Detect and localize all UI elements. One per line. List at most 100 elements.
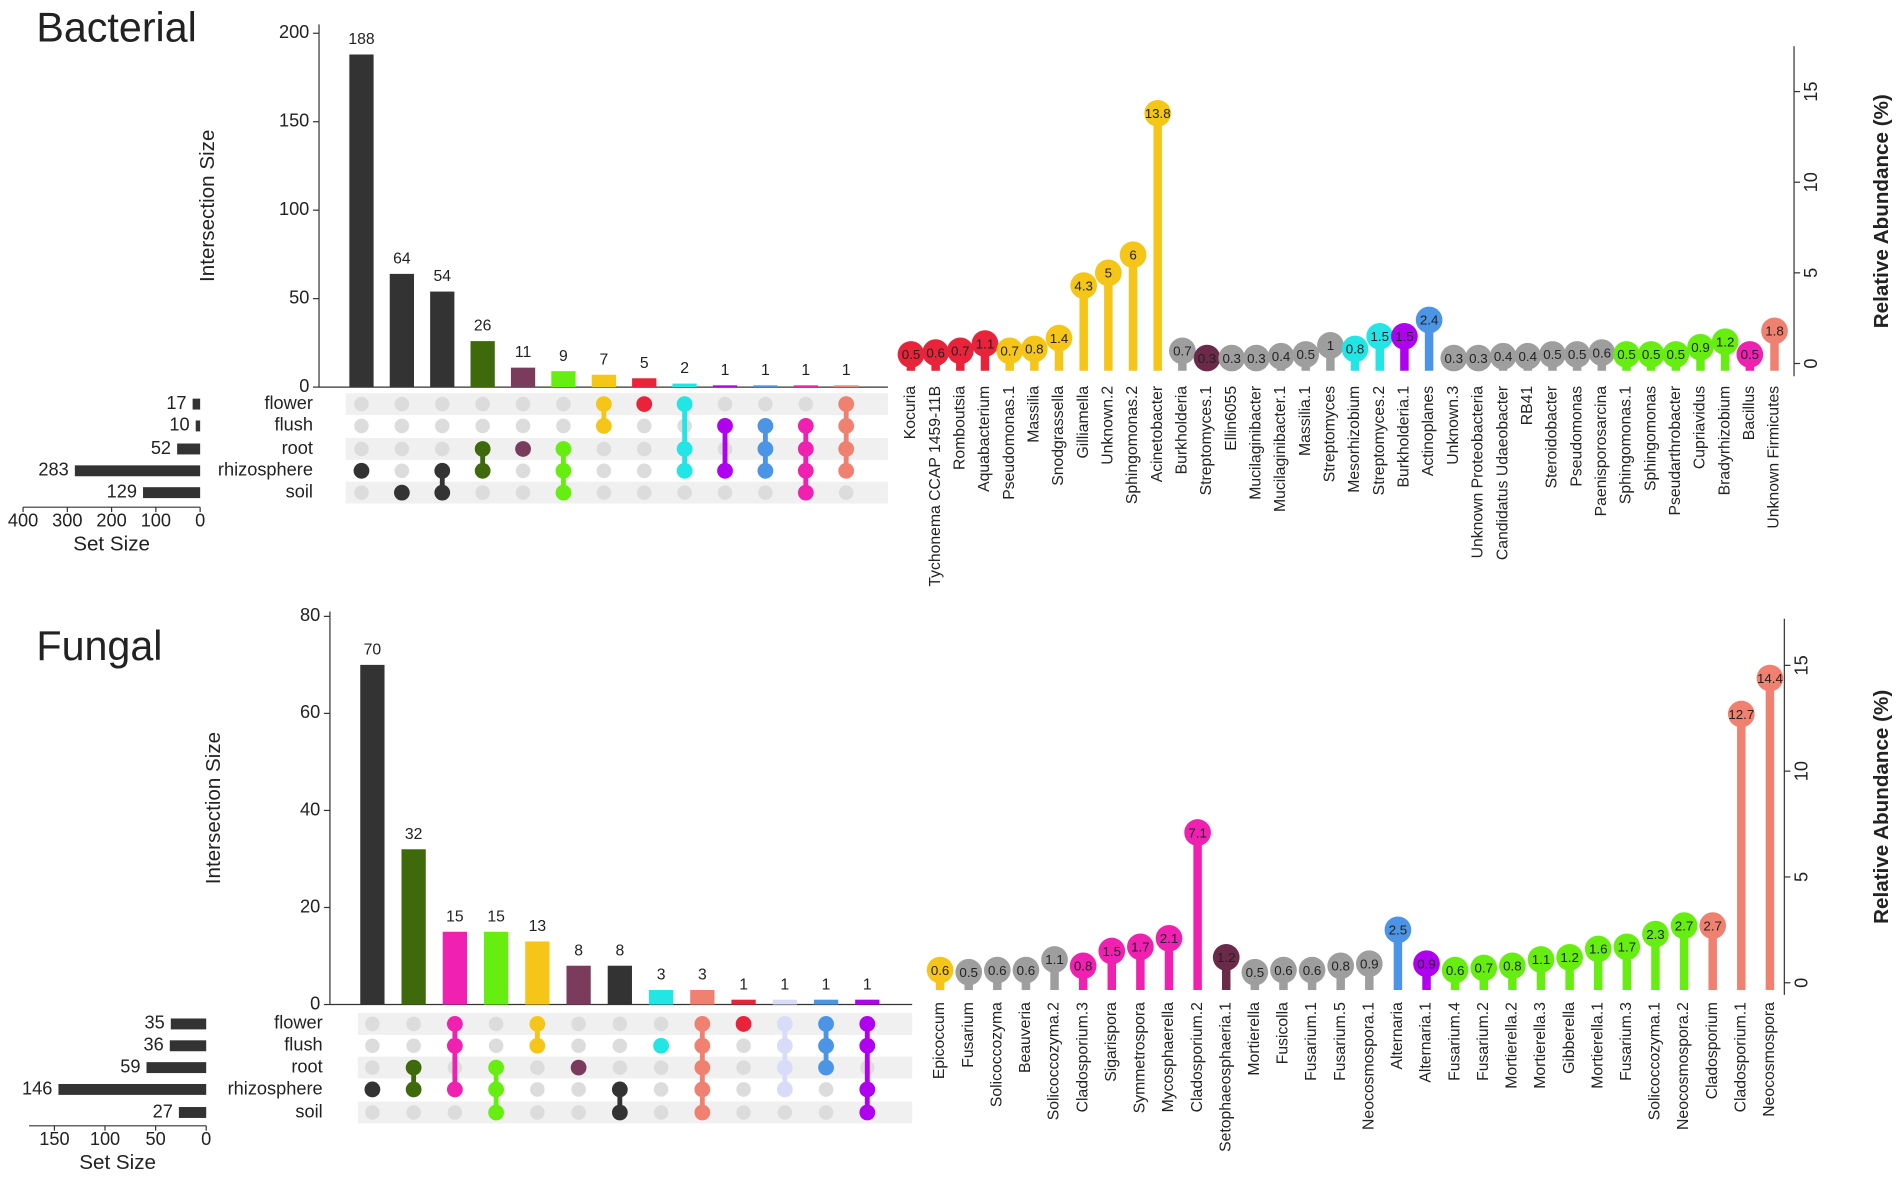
set-size-bar	[178, 1107, 207, 1118]
lollipop-value-label: 0.5	[1568, 347, 1587, 362]
matrix-dot	[570, 1059, 587, 1076]
lollipop-head	[1489, 342, 1517, 370]
set-label: rhizosphere	[228, 1078, 323, 1098]
lollipop-value-label: 0.8	[1025, 342, 1044, 357]
matrix-dot-empty	[434, 441, 450, 457]
lollipop-head	[1499, 952, 1526, 980]
matrix-dot	[838, 418, 855, 434]
lollipop-value-label: 0.3	[1222, 351, 1241, 366]
lollipop-value-label: 0.5	[1741, 347, 1760, 362]
matrix-dot	[555, 462, 572, 479]
bar-value-label: 9	[559, 348, 568, 365]
lollipop-head	[1327, 952, 1355, 980]
lollipop-value-label: 1.5	[1370, 329, 1389, 344]
matrix-dot	[838, 441, 855, 457]
lollipop-value-label: 0.3	[1469, 351, 1488, 366]
lollipop-value-label: 0.6	[1303, 963, 1322, 978]
lollipop-head	[1243, 344, 1270, 372]
matrix-dot	[818, 1016, 834, 1032]
lollipop-value-label: 0.9	[1360, 956, 1379, 971]
lollipop-head	[1736, 341, 1764, 368]
intersection-bar	[470, 341, 495, 388]
lollipop-head	[1045, 324, 1073, 352]
lollipop-value-label: 0.4	[1272, 349, 1291, 364]
category-label: Beauveria	[1017, 1002, 1034, 1073]
category-label: Candidatus Udaeobacter	[1494, 386, 1511, 560]
lollipop-head	[1584, 935, 1612, 963]
matrix-dot	[859, 1104, 876, 1121]
category-label: Kocuria	[902, 386, 919, 440]
category-label: Fusarium	[960, 1002, 977, 1068]
set-label: root	[282, 438, 313, 458]
matrix-dot	[474, 462, 491, 479]
lollipop-value-label: 0.5	[1543, 347, 1562, 362]
lollipop-head	[1020, 335, 1048, 363]
lollipop-head	[1440, 344, 1468, 372]
matrix-dot-empty	[636, 485, 652, 500]
matrix-dot	[776, 1016, 793, 1032]
set-tick-label: 200	[96, 511, 126, 531]
category-label: Gibberella	[1561, 1002, 1578, 1074]
lollipop-head	[1155, 924, 1183, 952]
matrix-dot	[859, 1037, 876, 1054]
lollipop-head	[1613, 933, 1641, 961]
matrix-dot-empty	[653, 1016, 669, 1032]
matrix-dot-empty	[571, 1082, 586, 1097]
category-label: Acinetobacter	[1149, 386, 1166, 482]
matrix-dot-empty	[475, 418, 490, 434]
matrix-dot-empty	[365, 1060, 380, 1075]
lollipop-value-label: 2.4	[1420, 313, 1439, 328]
lollipop-head	[1144, 99, 1172, 127]
lollipop-value-label: 1.5	[1395, 329, 1414, 344]
matrix-dot-empty	[530, 1105, 545, 1120]
category-label: Setophaeosphaeria.1	[1217, 1002, 1234, 1152]
category-label: Unknown.2	[1100, 386, 1117, 465]
lollipop-head	[1069, 952, 1097, 980]
matrix-dot-empty	[596, 485, 612, 500]
matrix-dot	[529, 1016, 546, 1032]
matrix-dot-empty	[758, 396, 773, 412]
lollipop-head	[1212, 944, 1240, 971]
category-label: Neocosmospora	[1761, 1002, 1778, 1117]
matrix-dot	[676, 441, 693, 457]
matrix-dot-empty	[515, 418, 531, 434]
bar-value-label: 2	[680, 360, 689, 377]
set-size-label: 129	[107, 481, 137, 501]
matrix-dot	[446, 1081, 463, 1098]
intersection-bar	[430, 291, 455, 388]
set-label: flower	[264, 393, 313, 413]
category-label: Fusarium.1	[1303, 1002, 1320, 1081]
lollipop-value-label: 1.2	[1716, 334, 1735, 349]
matrix-dot-empty	[677, 485, 692, 500]
lollipop-head	[1662, 341, 1690, 368]
lollipop-value-label: 0.5	[959, 965, 978, 980]
matrix-dot	[859, 1016, 876, 1032]
matrix-dot	[717, 418, 733, 434]
matrix-dot	[446, 1037, 463, 1054]
lollipop-head	[971, 330, 999, 357]
set-size-label: 36	[143, 1035, 163, 1055]
lollipop-value-label: 0.4	[1519, 349, 1538, 364]
matrix-dot-empty	[717, 485, 733, 500]
category-label: Sphingomonas	[1642, 386, 1659, 491]
set-size-bar	[169, 1040, 207, 1052]
category-label: Alternaria	[1389, 1002, 1406, 1070]
category-label: Fusicolla	[1275, 1002, 1292, 1064]
category-label: Streptomyces	[1322, 386, 1339, 482]
matrix-dot	[636, 396, 653, 412]
bar-value-label: 15	[446, 908, 464, 925]
set-tick-label: 0	[195, 511, 205, 531]
matrix-dot-empty	[394, 463, 410, 479]
lollipop-value-label: 1	[1327, 338, 1334, 353]
bar-value-label: 8	[574, 942, 583, 959]
matrix-dot	[838, 462, 855, 479]
lollipop-head	[1317, 332, 1344, 359]
category-label: Sphingomonas.1	[1618, 386, 1635, 504]
lollipop-head	[1637, 341, 1665, 368]
matrix-dot	[555, 441, 572, 457]
matrix-dot-empty	[818, 1082, 834, 1097]
bar-value-label: 5	[640, 355, 649, 372]
intersection-bar	[360, 664, 385, 1005]
matrix-dot-empty	[612, 1016, 628, 1032]
matrix-dot	[611, 1081, 628, 1098]
